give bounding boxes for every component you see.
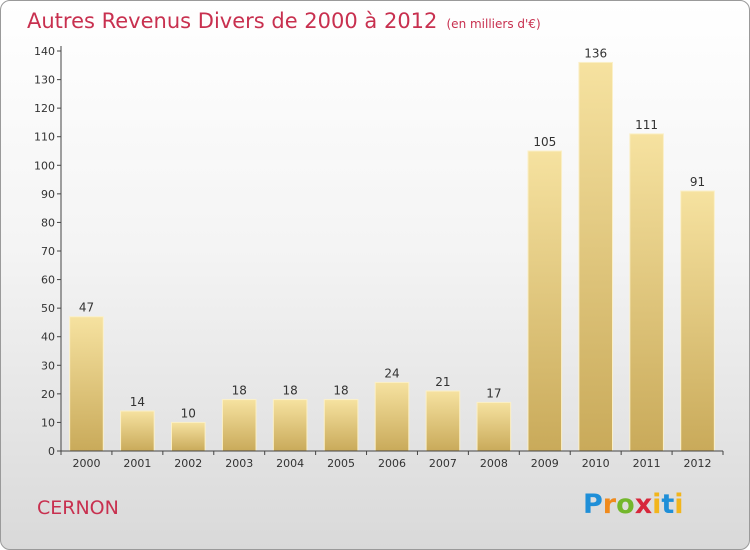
y-tick-label-110: 110 — [34, 131, 55, 144]
bar-2012 — [680, 190, 715, 452]
y-tick-label-80: 80 — [41, 216, 55, 229]
data-label-2011: 111 — [635, 118, 658, 132]
y-tick-label-0: 0 — [48, 445, 55, 458]
x-tick-label-2000: 2000 — [72, 457, 100, 470]
y-tick-label-60: 60 — [41, 274, 55, 287]
y-tick-label-20: 20 — [41, 388, 55, 401]
data-label-2005: 18 — [333, 384, 348, 398]
x-tick-label-2009: 2009 — [531, 457, 559, 470]
bar-2006 — [374, 381, 410, 452]
x-tick-label-2007: 2007 — [429, 457, 457, 470]
y-tick-label-10: 10 — [41, 416, 55, 429]
y-tick-label-120: 120 — [34, 102, 55, 115]
x-tick-label-2008: 2008 — [480, 457, 508, 470]
y-tick-label-40: 40 — [41, 331, 55, 344]
chart-title: Autres Revenus Divers de 2000 à 2012 (en… — [27, 9, 541, 33]
bar-2008 — [476, 401, 512, 452]
x-tick-label-2002: 2002 — [174, 457, 202, 470]
x-tick-label-2006: 2006 — [378, 457, 406, 470]
commune-name: CERNON — [37, 497, 119, 519]
y-tick-label-140: 140 — [34, 45, 55, 58]
y-tick-label-70: 70 — [41, 245, 55, 258]
x-tick-label-2011: 2011 — [633, 457, 661, 470]
bar-2009 — [527, 150, 563, 452]
chart-title-main: Autres Revenus Divers de 2000 à 2012 — [27, 9, 438, 33]
bar-2003 — [221, 399, 257, 452]
data-label-2002: 10 — [181, 406, 196, 420]
y-tick-label-100: 100 — [34, 159, 55, 172]
x-tick-label-2001: 2001 — [123, 457, 151, 470]
proxiti-logo: Proxiti — [583, 489, 684, 520]
bar-2002 — [171, 421, 206, 452]
bar-2000 — [69, 316, 104, 452]
bar-2011 — [629, 133, 664, 452]
x-tick-label-2012: 2012 — [684, 457, 712, 470]
data-label-2001: 14 — [130, 395, 145, 409]
data-label-2006: 24 — [384, 366, 399, 380]
data-label-2010: 136 — [584, 46, 607, 60]
data-label-2012: 91 — [690, 175, 705, 189]
data-label-2009: 105 — [533, 135, 556, 149]
y-tick-label-130: 130 — [34, 74, 55, 87]
data-label-2007: 21 — [435, 375, 450, 389]
y-tick-label-90: 90 — [41, 188, 55, 201]
bar-2004 — [272, 399, 308, 452]
bar-2001 — [120, 410, 155, 452]
x-tick-label-2010: 2010 — [582, 457, 610, 470]
bar-2010 — [578, 61, 613, 452]
x-tick-label-2004: 2004 — [276, 457, 304, 470]
x-tick-label-2003: 2003 — [225, 457, 253, 470]
data-label-2000: 47 — [79, 301, 94, 315]
y-tick-label-30: 30 — [41, 359, 55, 372]
data-label-2008: 17 — [486, 386, 501, 400]
bar-2005 — [323, 399, 359, 452]
bar-2007 — [425, 390, 461, 452]
y-tick-label-50: 50 — [41, 302, 55, 315]
chart-title-unit: (en milliers d'€) — [446, 17, 541, 31]
x-tick-label-2005: 2005 — [327, 457, 355, 470]
data-label-2004: 18 — [283, 384, 298, 398]
data-label-2003: 18 — [232, 384, 247, 398]
